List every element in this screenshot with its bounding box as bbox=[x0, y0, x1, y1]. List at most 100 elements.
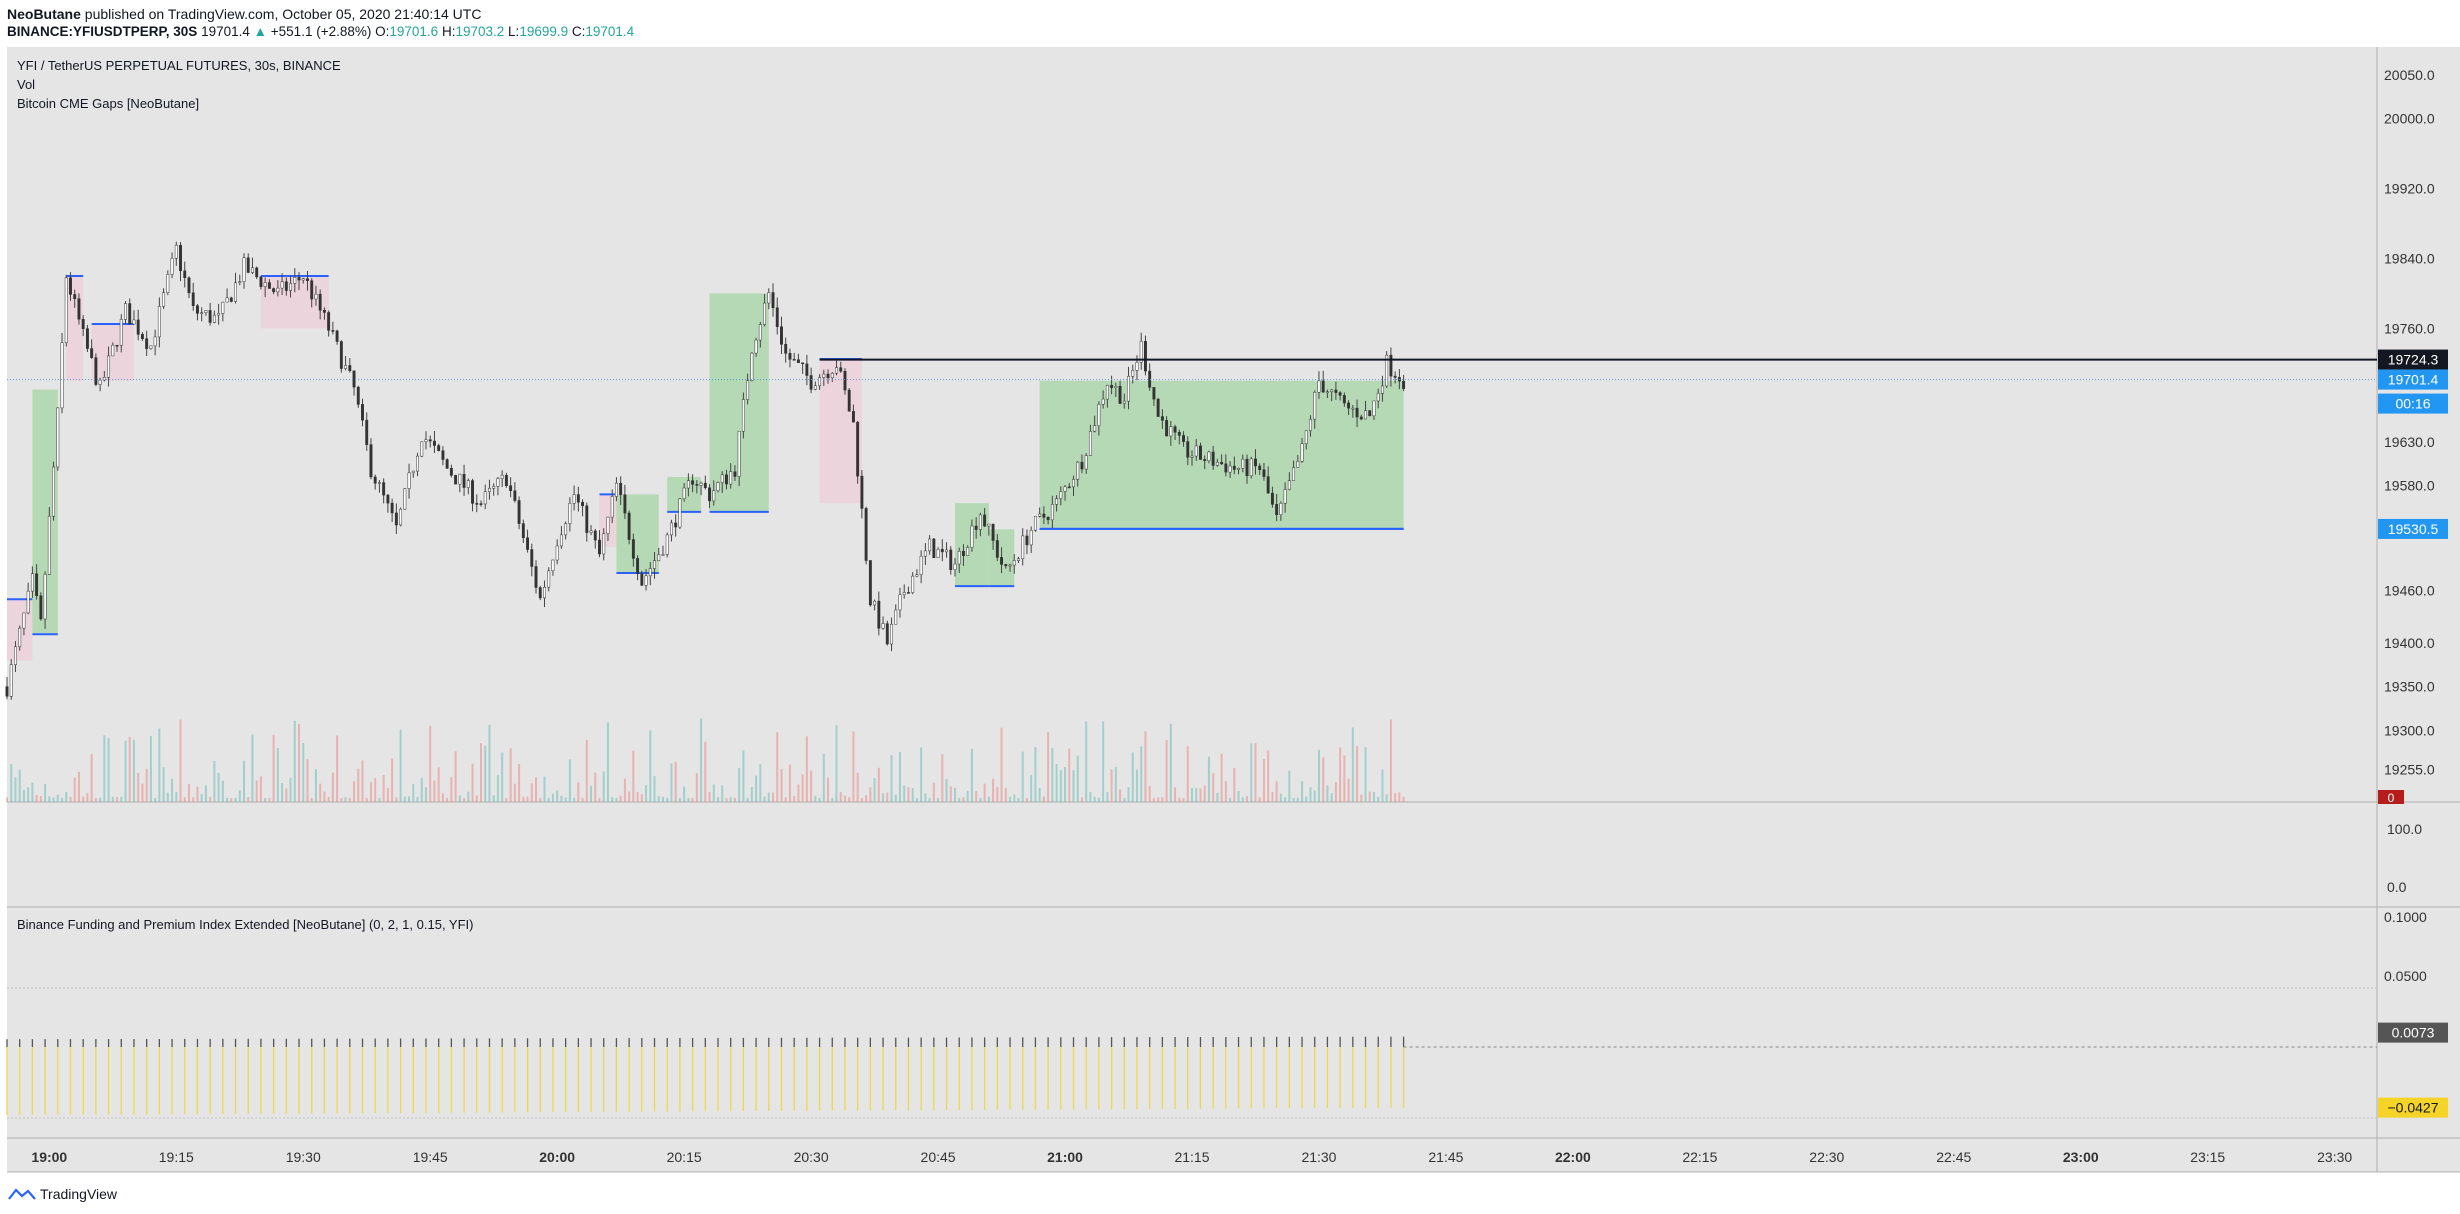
volume-bar bbox=[1042, 796, 1045, 802]
volume-bar bbox=[77, 771, 80, 802]
volume-bar bbox=[814, 795, 817, 802]
volume-bar bbox=[145, 768, 148, 802]
volume-bar bbox=[255, 780, 258, 802]
candle-body bbox=[1380, 385, 1384, 394]
premium-value-label-bg bbox=[2378, 1097, 2448, 1118]
candle-body bbox=[1270, 492, 1274, 505]
candle-body bbox=[1012, 560, 1016, 566]
volume-bar bbox=[1148, 786, 1151, 802]
funding-value-label: 0.0073 bbox=[2392, 1025, 2435, 1041]
volume-bar bbox=[941, 754, 944, 802]
candle-body bbox=[251, 267, 254, 273]
volume-bar bbox=[653, 776, 656, 802]
candle-body bbox=[796, 359, 800, 363]
candle-body bbox=[987, 523, 991, 527]
candle-body bbox=[449, 468, 453, 476]
chart-legend-title[interactable]: YFI / TetherUS PERPETUAL FUTURES, 30s, B… bbox=[17, 58, 341, 73]
volume-bar bbox=[1152, 797, 1155, 802]
candle-body bbox=[957, 550, 961, 565]
volume-bar bbox=[314, 769, 317, 802]
candle-body bbox=[585, 505, 589, 533]
candle-body bbox=[614, 482, 618, 497]
volume-bar bbox=[1267, 750, 1270, 802]
candle-body bbox=[885, 623, 889, 645]
candle-body bbox=[335, 330, 339, 342]
price-scale-area[interactable] bbox=[2377, 47, 2460, 1172]
volume-bar bbox=[196, 786, 199, 802]
candle-body bbox=[276, 287, 280, 293]
candle-body bbox=[1266, 476, 1270, 494]
candle-body bbox=[1165, 420, 1169, 437]
candle-body bbox=[1038, 513, 1042, 517]
candle-body bbox=[437, 445, 441, 451]
volume-bar bbox=[1233, 767, 1236, 802]
candle-body bbox=[678, 498, 682, 528]
volume-bar bbox=[509, 748, 512, 802]
candle-body bbox=[1169, 426, 1173, 437]
candle-body bbox=[52, 466, 56, 517]
volume-bar bbox=[1178, 797, 1181, 802]
tradingview-footer[interactable]: TradingView bbox=[8, 1186, 117, 1202]
time-tick: 22:30 bbox=[1809, 1149, 1844, 1165]
candle-body bbox=[733, 471, 737, 477]
volume-bar bbox=[386, 787, 389, 802]
volume-bar bbox=[424, 787, 427, 802]
volume-bar bbox=[1254, 743, 1257, 802]
plot-area[interactable] bbox=[7, 47, 2377, 1172]
candle-body bbox=[1114, 385, 1118, 388]
candle-body bbox=[183, 270, 187, 279]
candle-body bbox=[1254, 458, 1257, 467]
volume-bar bbox=[1220, 753, 1223, 802]
hline-price-label: 19724.3 bbox=[2388, 352, 2439, 368]
candle-body bbox=[1228, 465, 1232, 473]
candle-body bbox=[115, 344, 119, 347]
candle-body bbox=[128, 303, 132, 325]
candle-body bbox=[267, 282, 271, 289]
candle-body bbox=[691, 480, 695, 485]
volume-bar bbox=[1021, 751, 1024, 802]
candle-body bbox=[1046, 517, 1050, 521]
candle-body bbox=[1296, 461, 1300, 468]
volume-bar bbox=[395, 797, 398, 802]
volume-bar bbox=[1326, 785, 1329, 802]
candle-body bbox=[191, 292, 195, 306]
volume-bar bbox=[776, 732, 779, 802]
close-label: C: bbox=[571, 24, 586, 39]
volume-bar bbox=[306, 759, 309, 802]
volume-legend[interactable]: Vol bbox=[17, 77, 35, 92]
volume-bar bbox=[1195, 788, 1198, 802]
candle-body bbox=[682, 487, 686, 500]
volume-bar bbox=[230, 797, 233, 802]
volume-bar bbox=[348, 797, 351, 802]
volume-bar bbox=[171, 778, 174, 802]
volume-bar bbox=[657, 796, 660, 802]
last-price: 19701.4 bbox=[201, 24, 250, 39]
candle-body bbox=[665, 534, 669, 555]
candle-body bbox=[1283, 489, 1287, 504]
price-tick: 20050.0 bbox=[2384, 67, 2435, 83]
candle-body bbox=[107, 355, 111, 378]
volume-bar bbox=[1059, 770, 1062, 802]
cme-gaps-legend[interactable]: Bitcoin CME Gaps [NeoButane] bbox=[17, 96, 199, 111]
volume-bar bbox=[577, 782, 580, 802]
candle-body bbox=[978, 514, 982, 530]
candle-body bbox=[619, 482, 623, 495]
funding-legend[interactable]: Binance Funding and Premium Index Extend… bbox=[17, 917, 473, 932]
candle-body bbox=[775, 307, 779, 327]
candle-body bbox=[1321, 380, 1325, 393]
volume-bar bbox=[611, 797, 614, 802]
volume-bar bbox=[1000, 727, 1003, 802]
volume-bar bbox=[1114, 766, 1117, 802]
author-name[interactable]: NeoButane bbox=[7, 6, 81, 22]
volume-bar bbox=[369, 782, 372, 802]
volume-bar bbox=[141, 783, 144, 802]
gap-level-label: 19530.5 bbox=[2388, 521, 2439, 537]
low-value: 19699.9 bbox=[519, 24, 569, 39]
volume-bar bbox=[1013, 794, 1016, 802]
time-tick: 23:15 bbox=[2190, 1149, 2225, 1165]
candle-body bbox=[22, 612, 26, 629]
volume-bar bbox=[687, 797, 690, 802]
volume-bar bbox=[480, 743, 482, 802]
volume-bar bbox=[746, 798, 749, 802]
